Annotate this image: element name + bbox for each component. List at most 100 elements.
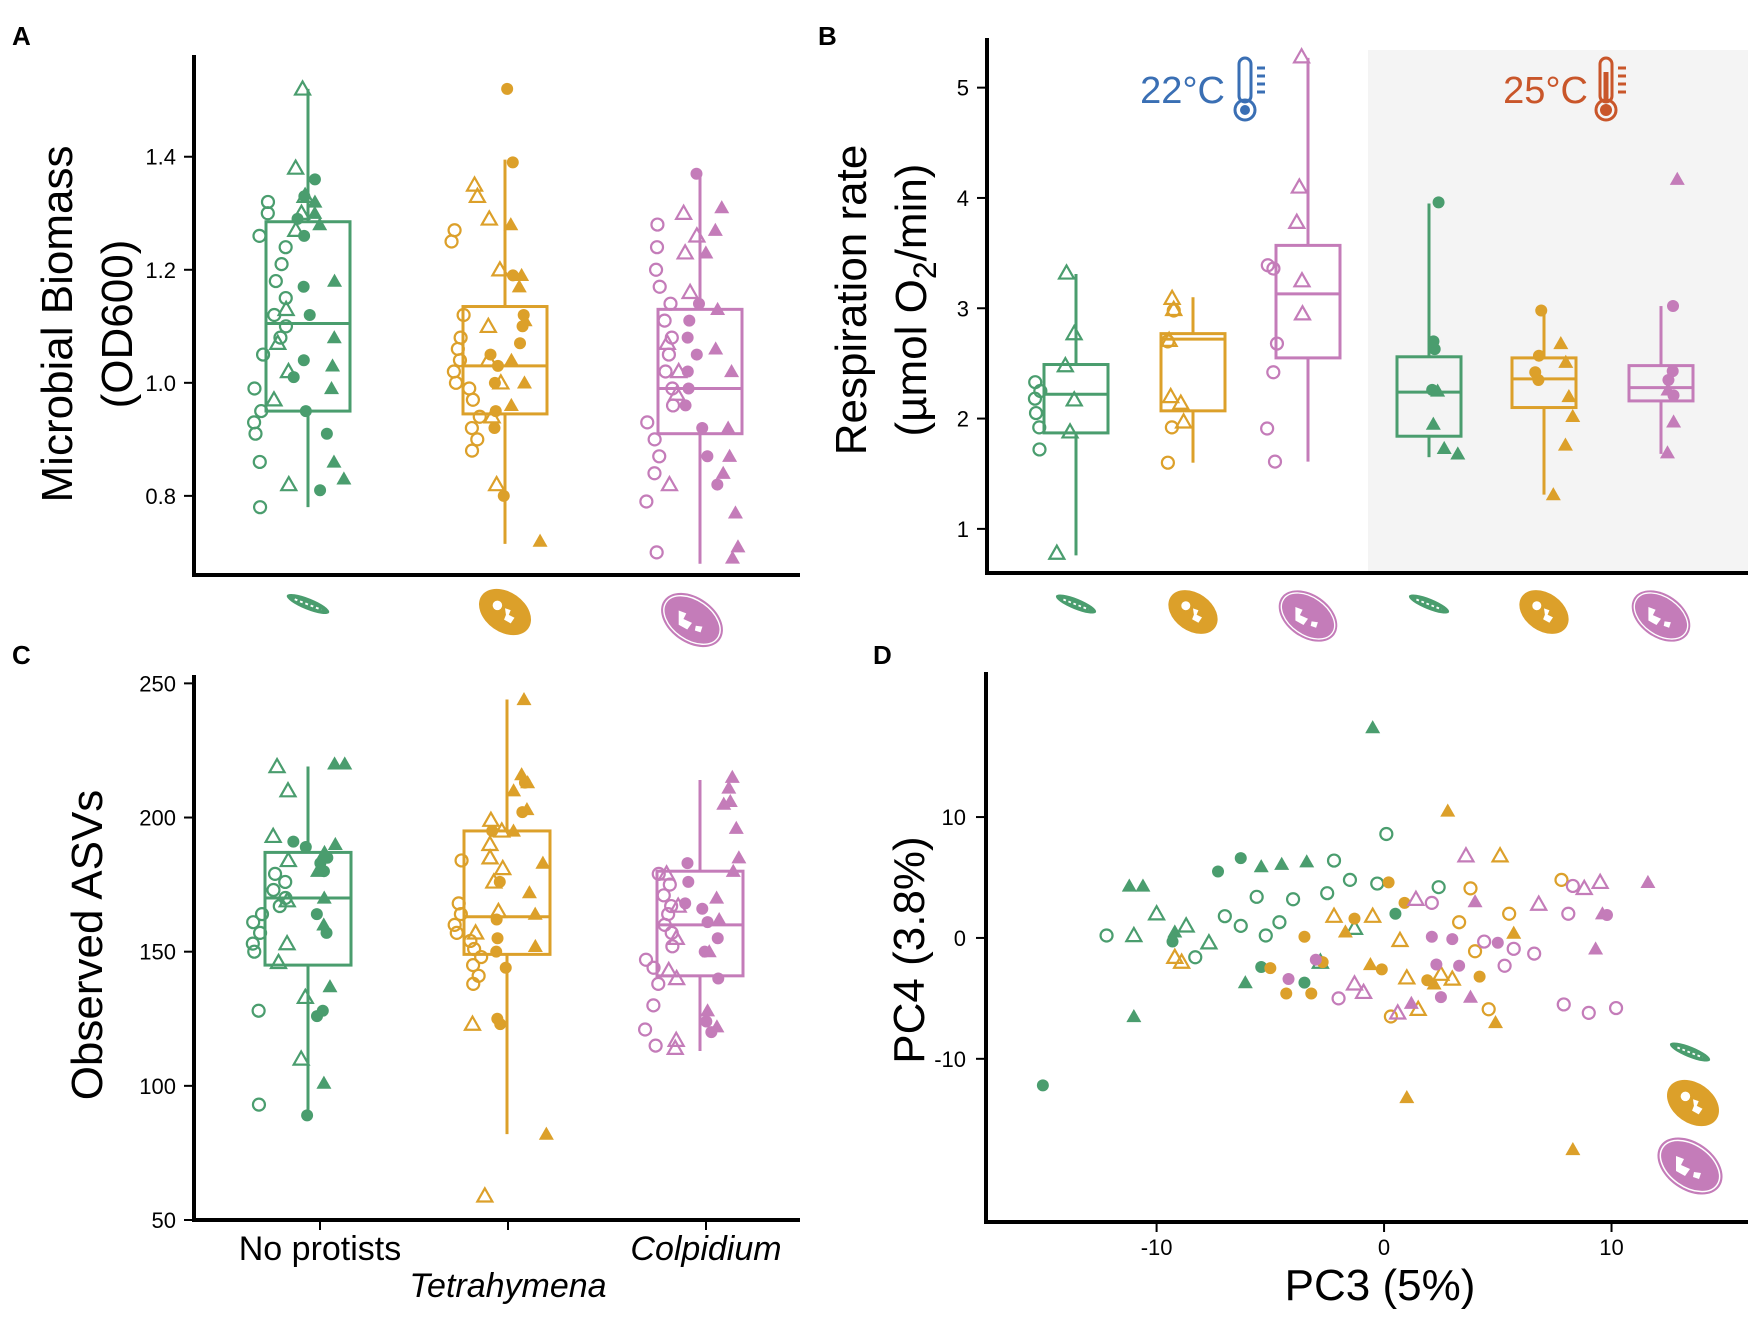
data-point (1535, 304, 1548, 317)
temperature-25-shading (1368, 50, 1748, 573)
scatter-point (1456, 846, 1476, 863)
scatter-point (1590, 872, 1610, 890)
scatter-point (1324, 906, 1344, 923)
data-point (506, 783, 522, 797)
data-point (277, 933, 297, 951)
tetrahymena-texture (1192, 608, 1202, 623)
tetrahymena-body (1168, 590, 1218, 634)
scatter-point (1272, 915, 1287, 930)
data-point (454, 853, 469, 868)
data-point (326, 454, 342, 468)
data-point (1260, 258, 1275, 273)
data-point (1064, 390, 1084, 407)
data-point (506, 156, 519, 169)
scatter-point (1383, 1009, 1398, 1024)
scatter-point (1446, 933, 1459, 946)
temp-label-22: 22°C (1140, 70, 1225, 112)
scatter-point (1165, 947, 1185, 964)
box-group (1260, 47, 1342, 469)
data-point (665, 1038, 685, 1056)
scatter-point (1481, 1002, 1496, 1017)
data-point (462, 381, 477, 396)
scatter-point (1298, 976, 1311, 989)
box-group (639, 167, 746, 564)
scatter-point (1425, 930, 1438, 943)
data-point (310, 908, 323, 921)
panel-c: C Observed ASVs 50 100 150 200 250 No protis… (12, 640, 800, 1305)
data-point (503, 217, 519, 231)
y-axis-title-d: PC4 (3.8%) (885, 836, 934, 1063)
scatter-point (1442, 969, 1462, 986)
data-point (444, 234, 459, 249)
data-point (286, 220, 306, 237)
scatter-point (1121, 878, 1137, 892)
y-axis-title-b-line1: Respiration rate (827, 145, 876, 456)
data-point (1293, 304, 1312, 321)
data-point (1164, 299, 1184, 317)
scatter-point (1212, 865, 1225, 878)
colpidium-icon (1278, 590, 1338, 642)
data-point (514, 337, 527, 350)
scatter-point (1280, 987, 1293, 1000)
y-tick-label: 5 (957, 76, 969, 101)
scatter-point (1488, 1015, 1504, 1029)
x-label-no-protists: No protists (239, 1230, 402, 1268)
y-tick-label: 150 (139, 940, 176, 965)
scatter-point (1452, 915, 1467, 930)
box (1395, 355, 1463, 438)
data-point (481, 810, 501, 827)
data-point (480, 848, 500, 865)
data-point (724, 769, 740, 783)
data-point (639, 494, 654, 509)
data-point (269, 952, 288, 970)
data-point (299, 405, 312, 418)
data-point (278, 240, 293, 255)
box (1274, 243, 1342, 360)
data-point (489, 405, 502, 418)
scatter-point (1099, 928, 1114, 943)
scatter-point (1506, 925, 1522, 939)
data-point (517, 313, 533, 327)
box-group (1510, 304, 1581, 501)
data-point (724, 550, 740, 564)
data-point (326, 330, 342, 344)
data-point (1450, 446, 1466, 460)
data-point (1287, 212, 1307, 229)
data-point (692, 297, 705, 310)
data-point (487, 474, 507, 492)
data-point (1267, 454, 1283, 469)
scatter-point (1379, 826, 1394, 842)
data-point (661, 907, 676, 922)
data-point (650, 217, 665, 232)
data-point (648, 1038, 663, 1053)
data-point (659, 960, 679, 978)
data-point (681, 331, 694, 344)
scatter-point (1529, 894, 1549, 911)
data-point (480, 834, 500, 852)
data-point (278, 319, 294, 334)
data-point (278, 850, 298, 868)
tetrahymena-body (1667, 1079, 1719, 1127)
y-tick-label: 250 (139, 671, 176, 696)
data-point (320, 427, 333, 440)
tetrahymena-nucleus (1181, 601, 1191, 611)
data-point (251, 1097, 267, 1112)
scatter-point (1258, 928, 1273, 943)
data-point (1430, 383, 1446, 397)
data-point (446, 364, 461, 379)
box-group (637, 769, 747, 1056)
data-point (260, 206, 275, 221)
data-point (493, 858, 513, 876)
data-point (255, 347, 271, 362)
data-point (696, 902, 709, 915)
data-point (484, 348, 497, 361)
data-point (516, 375, 532, 389)
data-point (660, 474, 679, 492)
scatter-point (1403, 995, 1419, 1009)
data-point (511, 279, 527, 293)
scatter-point (1172, 952, 1192, 969)
data-point (1425, 416, 1441, 430)
data-point (527, 938, 543, 952)
data-point (252, 500, 268, 515)
data-point (648, 262, 664, 277)
